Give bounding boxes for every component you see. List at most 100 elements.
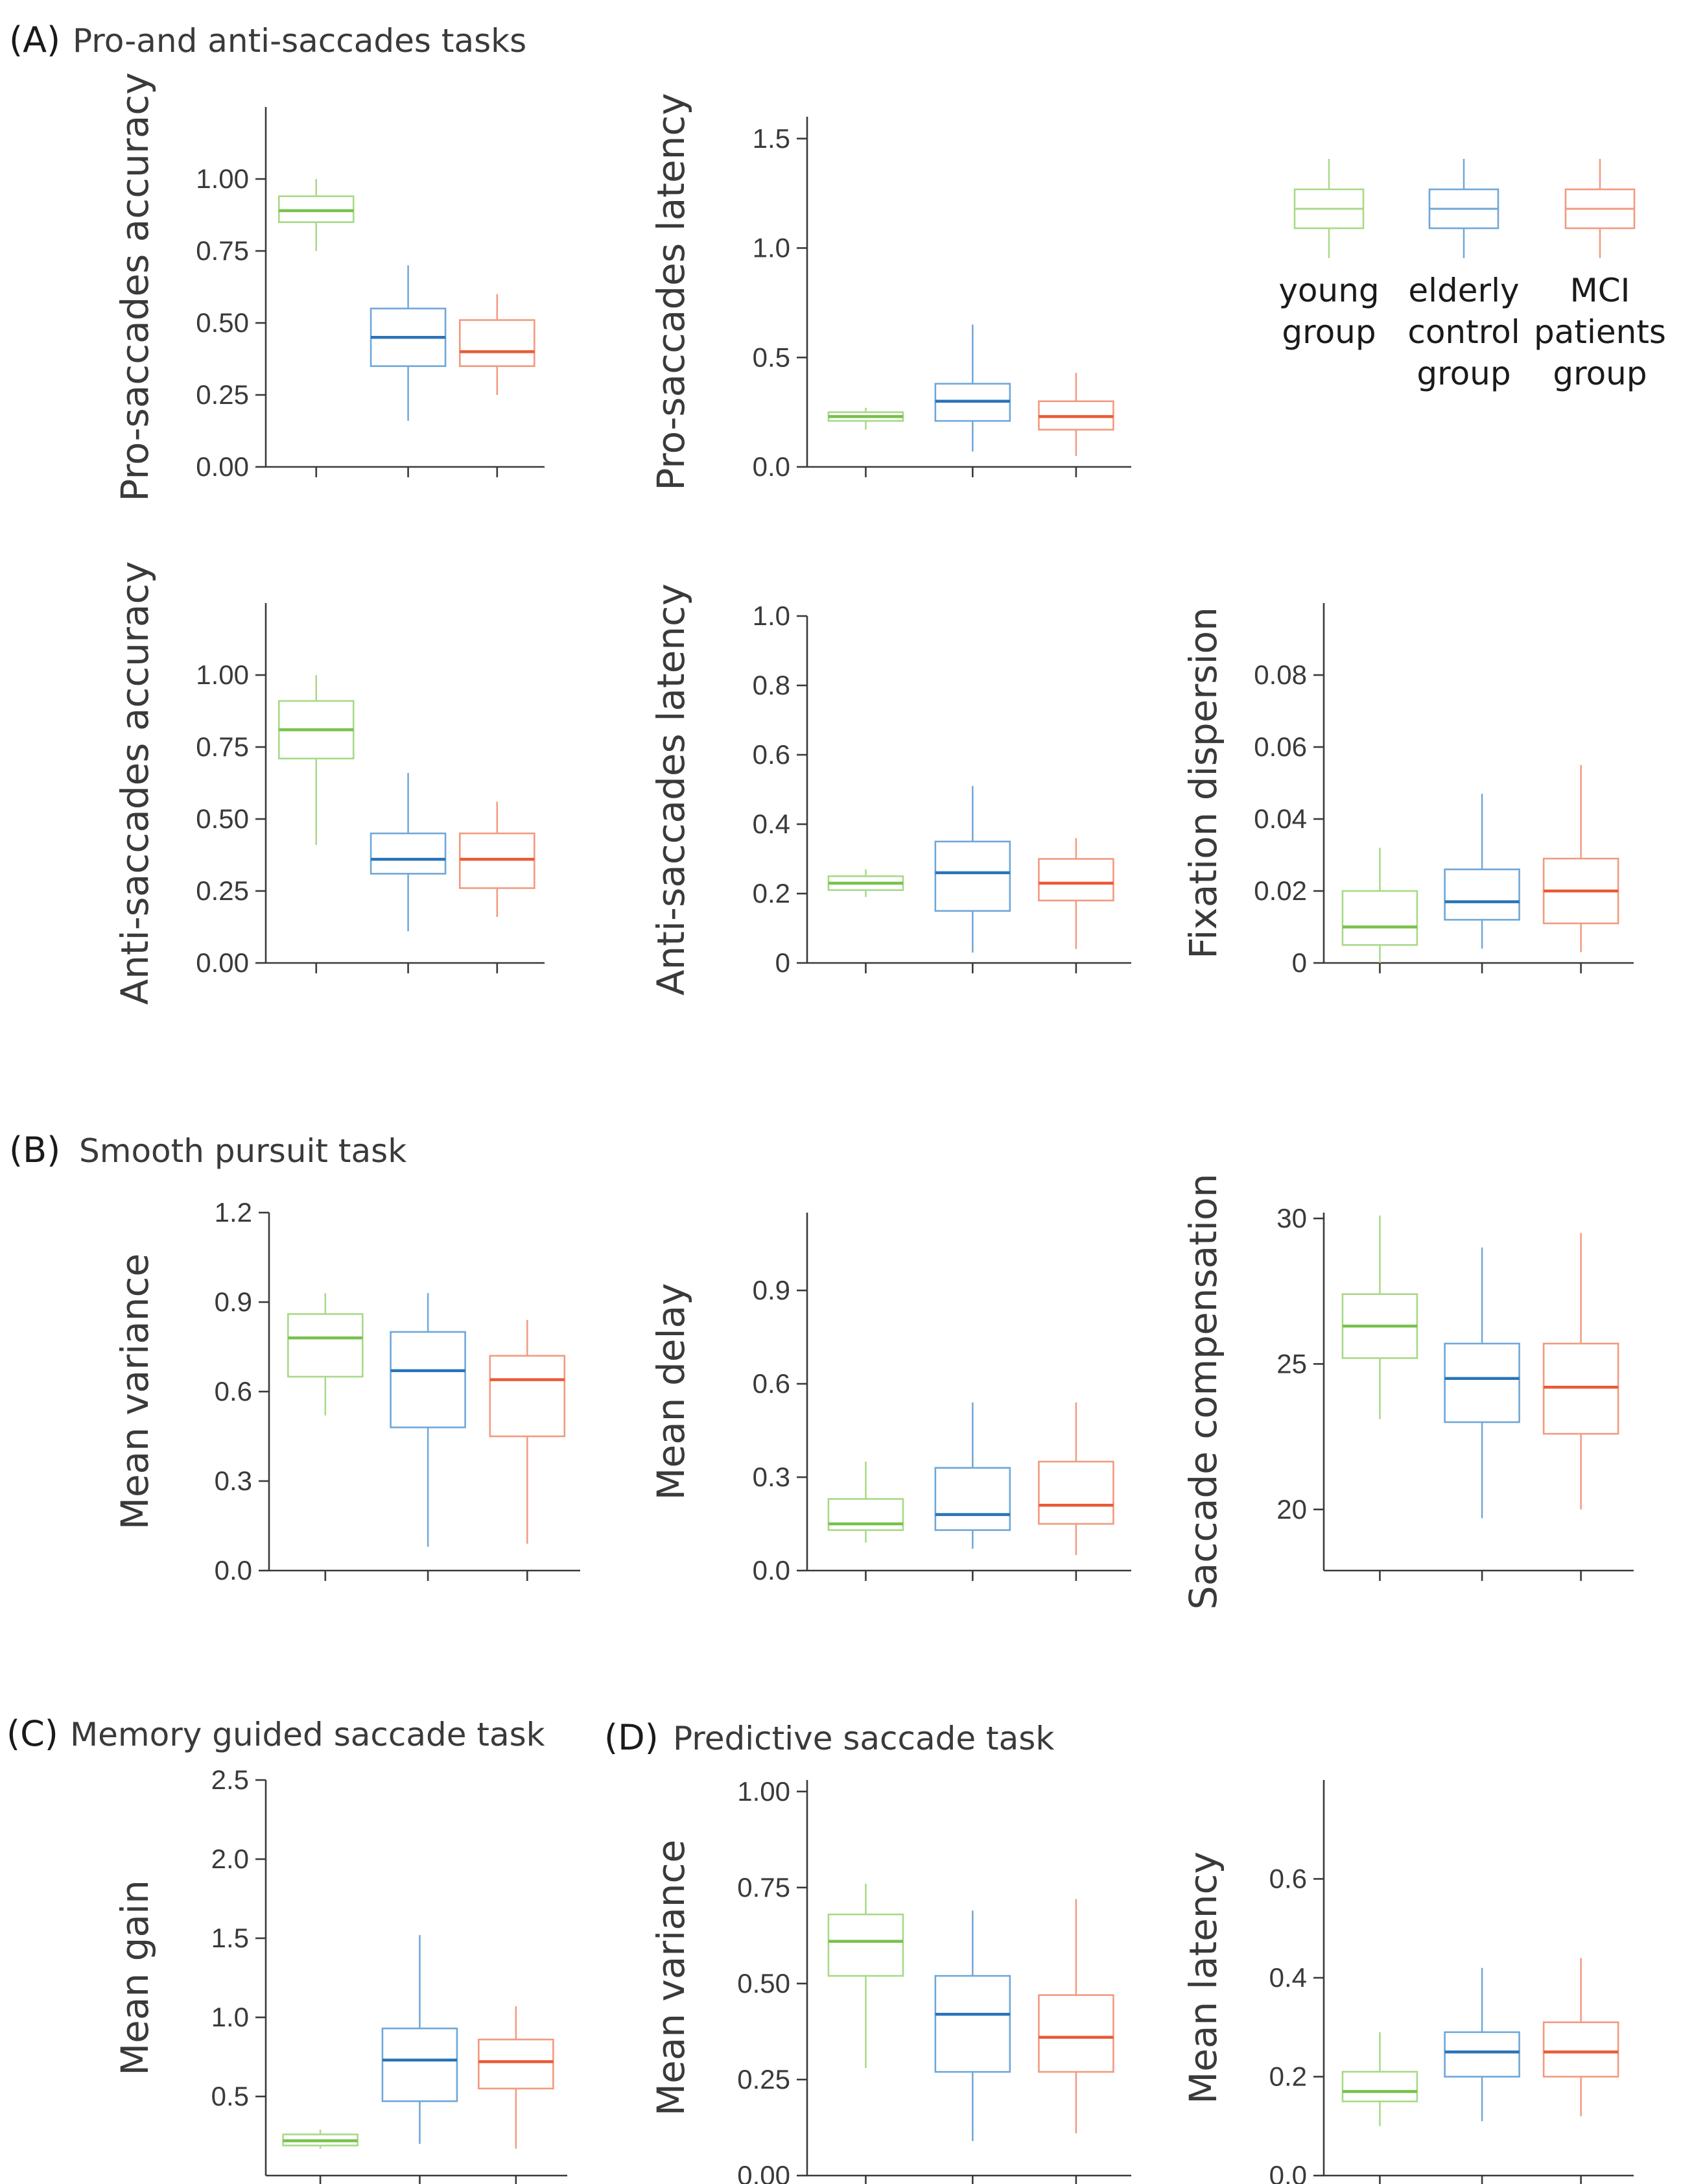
- box-elderly: [934, 1910, 1011, 2184]
- legend-label: MCI: [1570, 272, 1630, 309]
- box-iqr: [1542, 2021, 1619, 2078]
- legend-label: patients: [1534, 313, 1666, 351]
- y-tick-label: 0.50: [737, 1968, 790, 1999]
- box-iqr: [1444, 868, 1520, 921]
- box-iqr: [390, 1331, 466, 1429]
- box-iqr: [1341, 890, 1418, 946]
- section-c-title: Memory guided saccade task: [70, 1716, 545, 1753]
- box-elderly: [1444, 1967, 1520, 2184]
- y-tick-label: 0.4: [1269, 1962, 1307, 1993]
- box-mci: [1542, 1233, 1619, 1581]
- box-elderly: [934, 786, 1011, 973]
- y-tick-label: 1.00: [196, 163, 249, 194]
- y-tick-label: 0: [775, 947, 790, 978]
- y-tick-label: 0.04: [1254, 803, 1307, 834]
- chart-pro_acc: 0.00 0.25 0.50 0.75 1.00 Pro-saccades accurac…: [113, 73, 545, 501]
- section-c-letter: (C): [6, 1713, 58, 1754]
- y-tick-label: 0.02: [1254, 875, 1307, 906]
- box-iqr: [287, 1313, 364, 1378]
- box-iqr: [489, 1355, 566, 1438]
- box-iqr: [370, 832, 447, 875]
- chart-ps_lat: 0.0 0.2 0.4 0.6 Mean latency: [1181, 1780, 1634, 2184]
- y-tick-label: 0.08: [1254, 659, 1307, 690]
- y-tick-label: 0.8: [753, 670, 790, 700]
- y-axis-label: Mean gain: [113, 1880, 157, 2076]
- y-tick-label: 0.6: [215, 1376, 252, 1407]
- box-elderly: [1444, 794, 1520, 973]
- y-tick-label: 0.4: [753, 809, 790, 839]
- y-tick-label: 0: [1292, 947, 1307, 978]
- chart-anti_lat: 0 0.2 0.4 0.6 0.8 1.0 Anti-saccades latency: [649, 584, 1131, 996]
- legend-label: elderly: [1408, 272, 1519, 309]
- chart-anti_acc: 0.00 0.25 0.50 0.75 1.00 Anti-saccades accura…: [113, 561, 545, 1005]
- y-tick-label: 0.50: [196, 803, 249, 834]
- y-tick-label: 0.6: [753, 739, 790, 770]
- y-tick-label: 30: [1276, 1203, 1307, 1233]
- y-tick-label: 0.50: [196, 307, 249, 338]
- box-mci: [459, 294, 535, 477]
- y-axis-label: Fixation dispersion: [1181, 607, 1225, 959]
- box-elderly: [381, 1935, 458, 2184]
- y-tick-label: 0.3: [215, 1466, 252, 1496]
- y-tick-label: 0.75: [196, 731, 249, 762]
- box-iqr: [381, 2027, 458, 2102]
- legend-entry-mci: MCI patients group: [1534, 159, 1666, 392]
- y-tick-label: 0.5: [753, 342, 790, 372]
- y-tick-label: 0.00: [196, 947, 249, 978]
- section-b-letter: (B): [9, 1130, 60, 1170]
- y-tick-label: 0.2: [1269, 2061, 1307, 2092]
- box-young: [287, 1293, 364, 1581]
- box-elderly: [370, 772, 447, 973]
- box-mci: [1038, 838, 1114, 973]
- box-young: [277, 675, 355, 973]
- box-iqr: [1444, 1342, 1520, 1423]
- box-iqr: [827, 1498, 904, 1531]
- chart-sp_comp: 20 25 30 Saccade compensation: [1181, 1174, 1634, 1609]
- y-axis-label: Mean variance: [113, 1253, 157, 1530]
- y-tick-label: 0.0: [1269, 2160, 1307, 2184]
- legend: young group elderly control group MCI patients…: [1278, 159, 1666, 392]
- y-tick-label: 1.0: [211, 2002, 249, 2032]
- y-tick-label: 0.0: [215, 1555, 252, 1585]
- y-tick-label: 0.3: [753, 1462, 790, 1492]
- section-d-letter: (D): [604, 1717, 659, 1758]
- chart-sp_delay: 0.0 0.3 0.6 0.9 Mean delay: [649, 1213, 1131, 1585]
- y-tick-label: 0.00: [737, 2160, 790, 2184]
- y-tick-label: 1.2: [215, 1197, 252, 1228]
- y-tick-label: 0.9: [753, 1275, 790, 1305]
- y-axis-label: Anti-saccades latency: [649, 584, 693, 996]
- y-tick-label: 0.25: [196, 875, 249, 906]
- box-young: [1341, 2032, 1418, 2184]
- y-tick-label: 0.5: [211, 2081, 249, 2111]
- box-young: [282, 2130, 359, 2184]
- box-young: [827, 869, 904, 973]
- section-a-letter: (A): [9, 19, 60, 60]
- y-tick-label: 0.9: [215, 1287, 252, 1317]
- section-b-title: Smooth pursuit task: [79, 1132, 406, 1170]
- y-tick-label: 0.0: [753, 451, 790, 482]
- legend-label: control: [1407, 313, 1520, 351]
- box-elderly: [934, 324, 1011, 477]
- legend-entry-elderly: elderly control group: [1407, 159, 1520, 392]
- box-iqr: [827, 1913, 904, 1977]
- chart-ps_var: 0.00 0.25 0.50 0.75 1.00 Mean variance: [649, 1776, 1131, 2184]
- box-mci: [478, 2006, 554, 2184]
- section-a-title: Pro-and anti-saccades tasks: [73, 22, 526, 60]
- y-tick-label: 1.0: [753, 233, 790, 263]
- y-tick-label: 1.0: [753, 600, 790, 631]
- y-tick-label: 0.6: [753, 1368, 790, 1399]
- chart-fix_disp: 0 0.02 0.04 0.06 0.08 Fixation dispersion: [1181, 603, 1634, 978]
- y-tick-label: 0.75: [196, 235, 249, 266]
- box-iqr: [934, 1975, 1011, 2073]
- box-elderly: [1444, 1247, 1520, 1581]
- y-axis-label: Anti-saccades accuracy: [113, 561, 157, 1004]
- y-axis-label: Mean latency: [1181, 1851, 1225, 2104]
- chart-pro_lat: 0.0 0.5 1.0 1.5 Pro-saccades latency: [649, 93, 1131, 491]
- y-tick-label: 0.06: [1254, 731, 1307, 762]
- y-tick-label: 20: [1276, 1494, 1307, 1525]
- box-mci: [1038, 1402, 1114, 1581]
- legend-label: group: [1417, 355, 1511, 392]
- chart-sp_var: 0.0 0.3 0.6 0.9 1.2 Mean variance: [113, 1197, 580, 1585]
- box-mci: [459, 801, 535, 973]
